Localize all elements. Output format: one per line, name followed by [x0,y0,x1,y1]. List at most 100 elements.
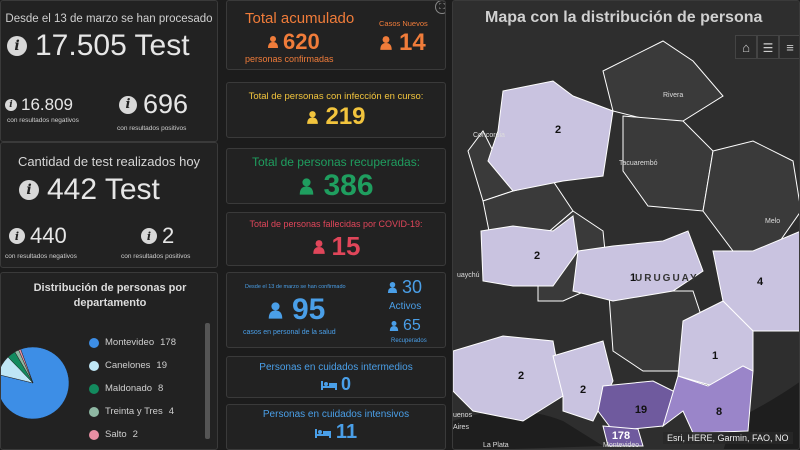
tests-total-value: 17.505 Test [35,29,190,62]
legend-item[interactable]: Salto 2 [89,423,199,446]
place-label: La Plata [483,442,509,449]
tests-positives: i 696 [119,89,188,120]
active-panel: Total de personas con infección en curso… [226,82,446,138]
dept-count-label: 1 [630,272,636,284]
dept-count-label: 2 [580,384,586,396]
legend-button[interactable]: ☰ [757,35,779,59]
layers-button[interactable]: ≡ [779,35,799,59]
active-title: Total de personas con infección en curso… [248,91,424,102]
dept-count-label: 2 [518,370,524,382]
legend-swatch [89,337,99,348]
intermediate-care-row: 0 [227,374,445,395]
distribution-scrollbar[interactable] [205,323,210,439]
tests-today-positives: i 2 [141,223,174,249]
legend-item[interactable]: Montevideo 178 [89,331,199,354]
person-icon [380,36,392,50]
tests-today-negatives-value: 440 [30,223,67,248]
legend-value: 19 [156,360,167,371]
tests-today-value: 442 Test [47,173,160,206]
health-staff-label: casos en personal de la salud [243,329,336,336]
recovered-value: 386 [323,169,374,202]
legend-value: 178 [160,337,176,348]
map-canvas[interactable]: 2 2 1 4 1 2 2 19 8 178 Concordia Rivera Tacuarembó M… [453,1,800,450]
place-label: Tacuarembó [619,160,658,167]
legend-item[interactable]: Treinta y Tres 4 [89,400,199,423]
health-active-row: 30 [387,277,422,298]
legend-item[interactable]: Canelones 19 [89,354,199,377]
country-label: URUGUAY [635,273,699,284]
deceased-title: Total de personas fallecidas por COVID-1… [249,219,423,229]
place-label: Rivera [663,92,683,99]
health-recovered-label: Recuperados [391,338,427,344]
tests-today-panel: Cantidad de test realizados hoy i 442 Te… [0,142,218,268]
intermediate-care-panel: Personas en cuidados intermedios 0 [226,356,446,398]
person-icon [387,282,398,293]
info-icon: i [5,99,17,111]
tests-negatives-value: 16.809 [21,95,73,114]
home-button[interactable]: ⌂ [735,35,757,59]
tests-positives-value: 696 [143,89,189,119]
map-panel[interactable]: 2 2 1 4 1 2 2 19 8 178 Concordia Rivera Tacuarembó M… [452,0,800,450]
legend-name: Treinta y Tres [105,406,163,417]
legend-value: 4 [168,406,175,417]
legend-name: Maldonado [105,383,153,394]
new-cases-title: Casos Nuevos [379,19,428,28]
place-label: Montevideo [603,442,639,449]
accumulated-value: 620 [283,29,320,54]
tests-negatives: i 16.809 [5,95,73,115]
deceased-panel: Total de personas fallecidas por COVID-1… [226,212,446,266]
legend-name: Canelones [105,360,151,371]
pie-slice[interactable] [18,348,34,384]
tests-today-positives-value: 2 [162,223,175,248]
legend-swatch [89,383,99,394]
dept-artigas [487,80,614,192]
distribution-title: Distribución de personas por departament… [33,282,187,309]
recovered-title: Total de personas recuperadas: [251,155,421,169]
map-toolbar: ⌂ ☰ ≡ [735,35,799,59]
dept-count-label: 1 [712,350,718,362]
person-icon [312,239,325,254]
person-icon [300,177,314,195]
dept-count-label: 4 [757,276,764,288]
deceased-row: 15 [227,231,445,262]
tests-negatives-label: con resultados negativos [7,117,79,124]
accumulated-panel: Total acumulado 620 personas confirmadas… [226,0,446,70]
intensive-care-value: 11 [335,421,358,443]
tests-today-row: i 442 Test [19,173,160,207]
info-icon: i [7,36,27,56]
info-icon: i [19,180,39,200]
dept-count-label: 2 [534,250,540,262]
expand-icon[interactable]: ⛶ [435,1,445,14]
person-icon [389,321,399,331]
new-cases-row: 14 [379,29,426,57]
intermediate-care-title: Personas en cuidados intermedios [259,362,413,373]
recovered-row: 386 [227,169,445,203]
tests-today-positives-label: con resultados positivos [121,253,191,260]
health-active-label: Activos [389,301,422,312]
map-attribution: Esri, HERE, Garmin, FAO, NO [663,432,793,444]
tests-total-panel: Desde el 13 de marzo se han procesado i … [0,0,218,142]
place-label: uenos [453,412,473,419]
legend-item[interactable]: Maldonado 8 [89,377,199,400]
place-label: uaychú [457,272,480,279]
active-value: 219 [325,103,366,130]
legend-name: Salto [105,429,127,440]
sea [453,411,603,449]
dept-count-label: 2 [555,124,561,136]
legend-swatch [89,406,99,417]
health-staff-row: 95 [267,293,325,327]
place-label: Aires [453,424,469,431]
info-icon: i [9,228,25,244]
dept-count-label: 8 [716,406,722,418]
bed-icon [314,428,331,438]
distribution-pie[interactable] [0,343,73,423]
dept-count-label: 178 [612,430,630,442]
info-icon: i [119,95,137,114]
pie-slice[interactable] [0,346,70,420]
health-staff-header: Desde el 13 de marzo se han confirmado [245,284,346,290]
accumulated-label: personas confirmadas [245,54,334,64]
tests-total-row: i 17.505 Test [7,29,190,63]
accumulated-title: Total acumulado [245,10,355,27]
active-row: 219 [227,103,445,131]
bed-icon [320,380,337,390]
